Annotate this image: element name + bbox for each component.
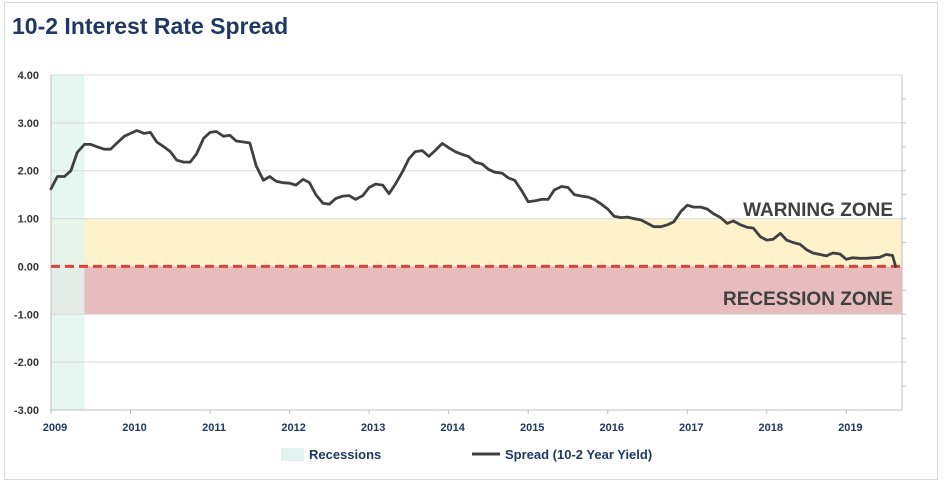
x-tick-label: 2014 (440, 422, 465, 434)
y-tick-label: 4.00 (18, 70, 39, 82)
spread-series-line (49, 129, 897, 268)
y-tick-label: 1.00 (18, 214, 39, 226)
x-tick-label: 2011 (202, 422, 226, 434)
recession-band (51, 75, 85, 410)
x-tick-label: 2016 (599, 422, 623, 434)
y-tick-label: -1.00 (14, 309, 39, 321)
legend-recessions-label: Recessions (309, 447, 381, 462)
x-tick-label: 2017 (679, 422, 703, 434)
warning-zone-label: WARNING ZONE (743, 200, 893, 221)
legend-recessions-swatch (281, 448, 304, 461)
recession-zone (51, 266, 902, 315)
x-tick-label: 2013 (361, 422, 385, 434)
x-tick-label: 2009 (43, 422, 67, 434)
x-tick-label: 2015 (520, 422, 544, 434)
x-tick-label: 2019 (838, 422, 862, 434)
legend: Recessions Spread (10-2 Year Yield) (281, 447, 652, 462)
chart-frame (4, 2, 938, 480)
x-tick-label: 2018 (759, 422, 783, 434)
y-tick-label: -2.00 (14, 357, 39, 369)
y-tick-label: 0.00 (18, 261, 39, 273)
chart-title: 10-2 Interest Rate Spread (12, 13, 289, 39)
recession-zone-label: RECESSION ZONE (723, 289, 893, 310)
x-tick-label: 2012 (281, 422, 305, 434)
y-tick-label: 2.00 (18, 166, 39, 178)
y-tick-label: 3.00 (18, 118, 39, 130)
legend-spread-label: Spread (10-2 Year Yield) (505, 447, 652, 462)
warning-zone (51, 218, 902, 267)
y-tick-label: -3.00 (14, 405, 39, 417)
x-tick-label: 2010 (122, 422, 146, 434)
